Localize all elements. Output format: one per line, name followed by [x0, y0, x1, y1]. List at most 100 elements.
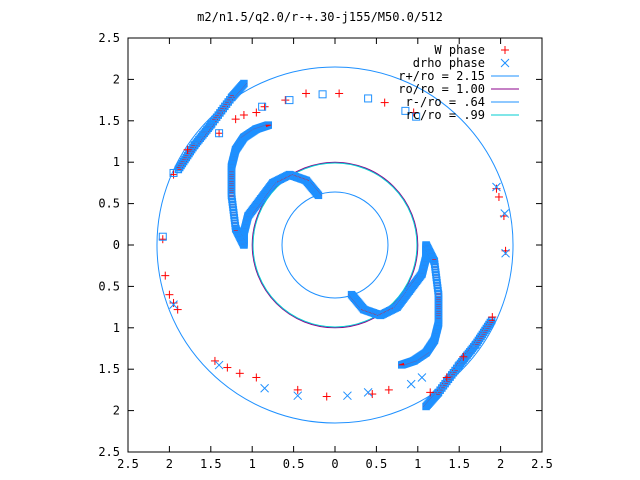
point-square: [412, 112, 421, 121]
point-plus: [281, 96, 290, 105]
y-tick-label: 2.5: [98, 31, 120, 45]
point-plus: [459, 352, 468, 361]
point-square: [169, 168, 178, 177]
point-plus: [252, 108, 261, 117]
y-tick-label: 1.5: [98, 362, 120, 376]
point-plus: [169, 298, 178, 307]
x-tick-label: 2: [497, 457, 504, 471]
point-plus: [161, 271, 170, 280]
point-plus: [239, 111, 248, 120]
cross-b: [500, 209, 510, 218]
point-plus: [252, 373, 261, 382]
spiral-arms: [174, 79, 496, 411]
data-points: [158, 89, 510, 401]
point-plus: [322, 392, 331, 401]
reference-circles: [156, 66, 514, 424]
point-cross: [169, 300, 178, 309]
point-plus: [231, 115, 240, 124]
cross-b: [260, 383, 269, 393]
x-tick-label: 2.5: [117, 457, 139, 471]
point-cross: [406, 379, 416, 389]
cross-b: [501, 248, 510, 258]
x-tick-label: 1.5: [200, 457, 222, 471]
point-plus: [223, 363, 232, 372]
x-tick-label: 0.5: [366, 457, 388, 471]
point-plus: [488, 313, 497, 322]
legend-label: r+/ro = 2.15: [398, 69, 485, 83]
cross-b: [492, 182, 501, 192]
point-square: [215, 129, 224, 138]
cross-b: [293, 391, 303, 401]
point-plus: [426, 388, 435, 397]
point-square: [401, 106, 410, 115]
cross-b: [214, 360, 224, 370]
point-cross: [501, 248, 510, 258]
y-tick-label: 0.5: [98, 197, 120, 211]
x-tick-label: 1: [249, 457, 256, 471]
point-plus: [183, 145, 192, 154]
point-plus: [302, 89, 311, 98]
point-cross: [214, 360, 224, 370]
legend-label: ro/ro = 1.00: [398, 82, 485, 96]
x-tick-label: 0: [331, 457, 338, 471]
point-plus: [442, 373, 451, 382]
legend-label: drho phase: [413, 56, 485, 70]
point-square: [158, 232, 167, 241]
cross-b: [363, 388, 373, 397]
axes: 2.5 2 1.5 1 0.5 0 0.5 1 1.5 2 2.52.521.510.500.511…: [98, 31, 553, 471]
point-cross: [417, 373, 427, 382]
point-plus: [293, 385, 302, 394]
point-cross: [260, 383, 269, 393]
circle-ro: [251, 161, 419, 329]
point-plus: [380, 98, 389, 107]
point-square: [258, 102, 267, 111]
point-square: [364, 94, 373, 103]
cross-b: [343, 391, 352, 401]
y-tick-label: 2.5: [98, 445, 120, 459]
cross-b: [500, 58, 510, 68]
y-tick-label: 0: [113, 238, 120, 252]
circle-rc: [252, 162, 418, 328]
y-tick-label: 1: [113, 155, 120, 169]
legend-label: W phase: [434, 43, 485, 57]
point-plus: [158, 235, 167, 244]
point-plus: [335, 89, 344, 98]
point-plus: [169, 170, 178, 179]
circle-r-: [281, 191, 389, 299]
y-tick-label: 2: [113, 404, 120, 418]
legend-symbol: [501, 46, 509, 54]
point-plus: [235, 369, 244, 378]
point-square: [285, 96, 294, 105]
x-tick-label: 1: [414, 457, 421, 471]
chart-title: m2/n1.5/q2.0/r-+.30-j155/M50.0/512: [197, 10, 443, 24]
point-plus: [165, 290, 174, 299]
point-plus: [173, 305, 182, 314]
point-plus: [492, 184, 501, 193]
x-tick-label: 2: [166, 457, 173, 471]
point-cross: [363, 388, 373, 397]
point-plus: [494, 192, 503, 201]
cross-b: [169, 300, 178, 309]
point-cross: [343, 391, 352, 401]
y-tick-label: 1.5: [98, 114, 120, 128]
y-tick-label: 2: [113, 72, 120, 86]
point-cross: [293, 391, 303, 401]
x-tick-label: 2.5: [531, 457, 553, 471]
legend-label: r-/ro = .64: [406, 95, 485, 109]
point-plus: [210, 356, 219, 365]
legend-symbol: [500, 58, 510, 68]
point-square: [318, 90, 327, 99]
legend-label: rc/ro = .99: [406, 108, 485, 122]
x-tick-label: 1.5: [448, 457, 470, 471]
point-plus: [260, 102, 269, 111]
cross-b: [406, 379, 416, 389]
point-cross: [492, 182, 501, 192]
cross-b: [417, 373, 427, 382]
point-plus: [384, 385, 393, 394]
point-plus: [409, 108, 418, 117]
circle-r+: [156, 66, 514, 424]
y-tick-label: 0.5: [98, 279, 120, 293]
y-tick-label: 1: [113, 321, 120, 335]
